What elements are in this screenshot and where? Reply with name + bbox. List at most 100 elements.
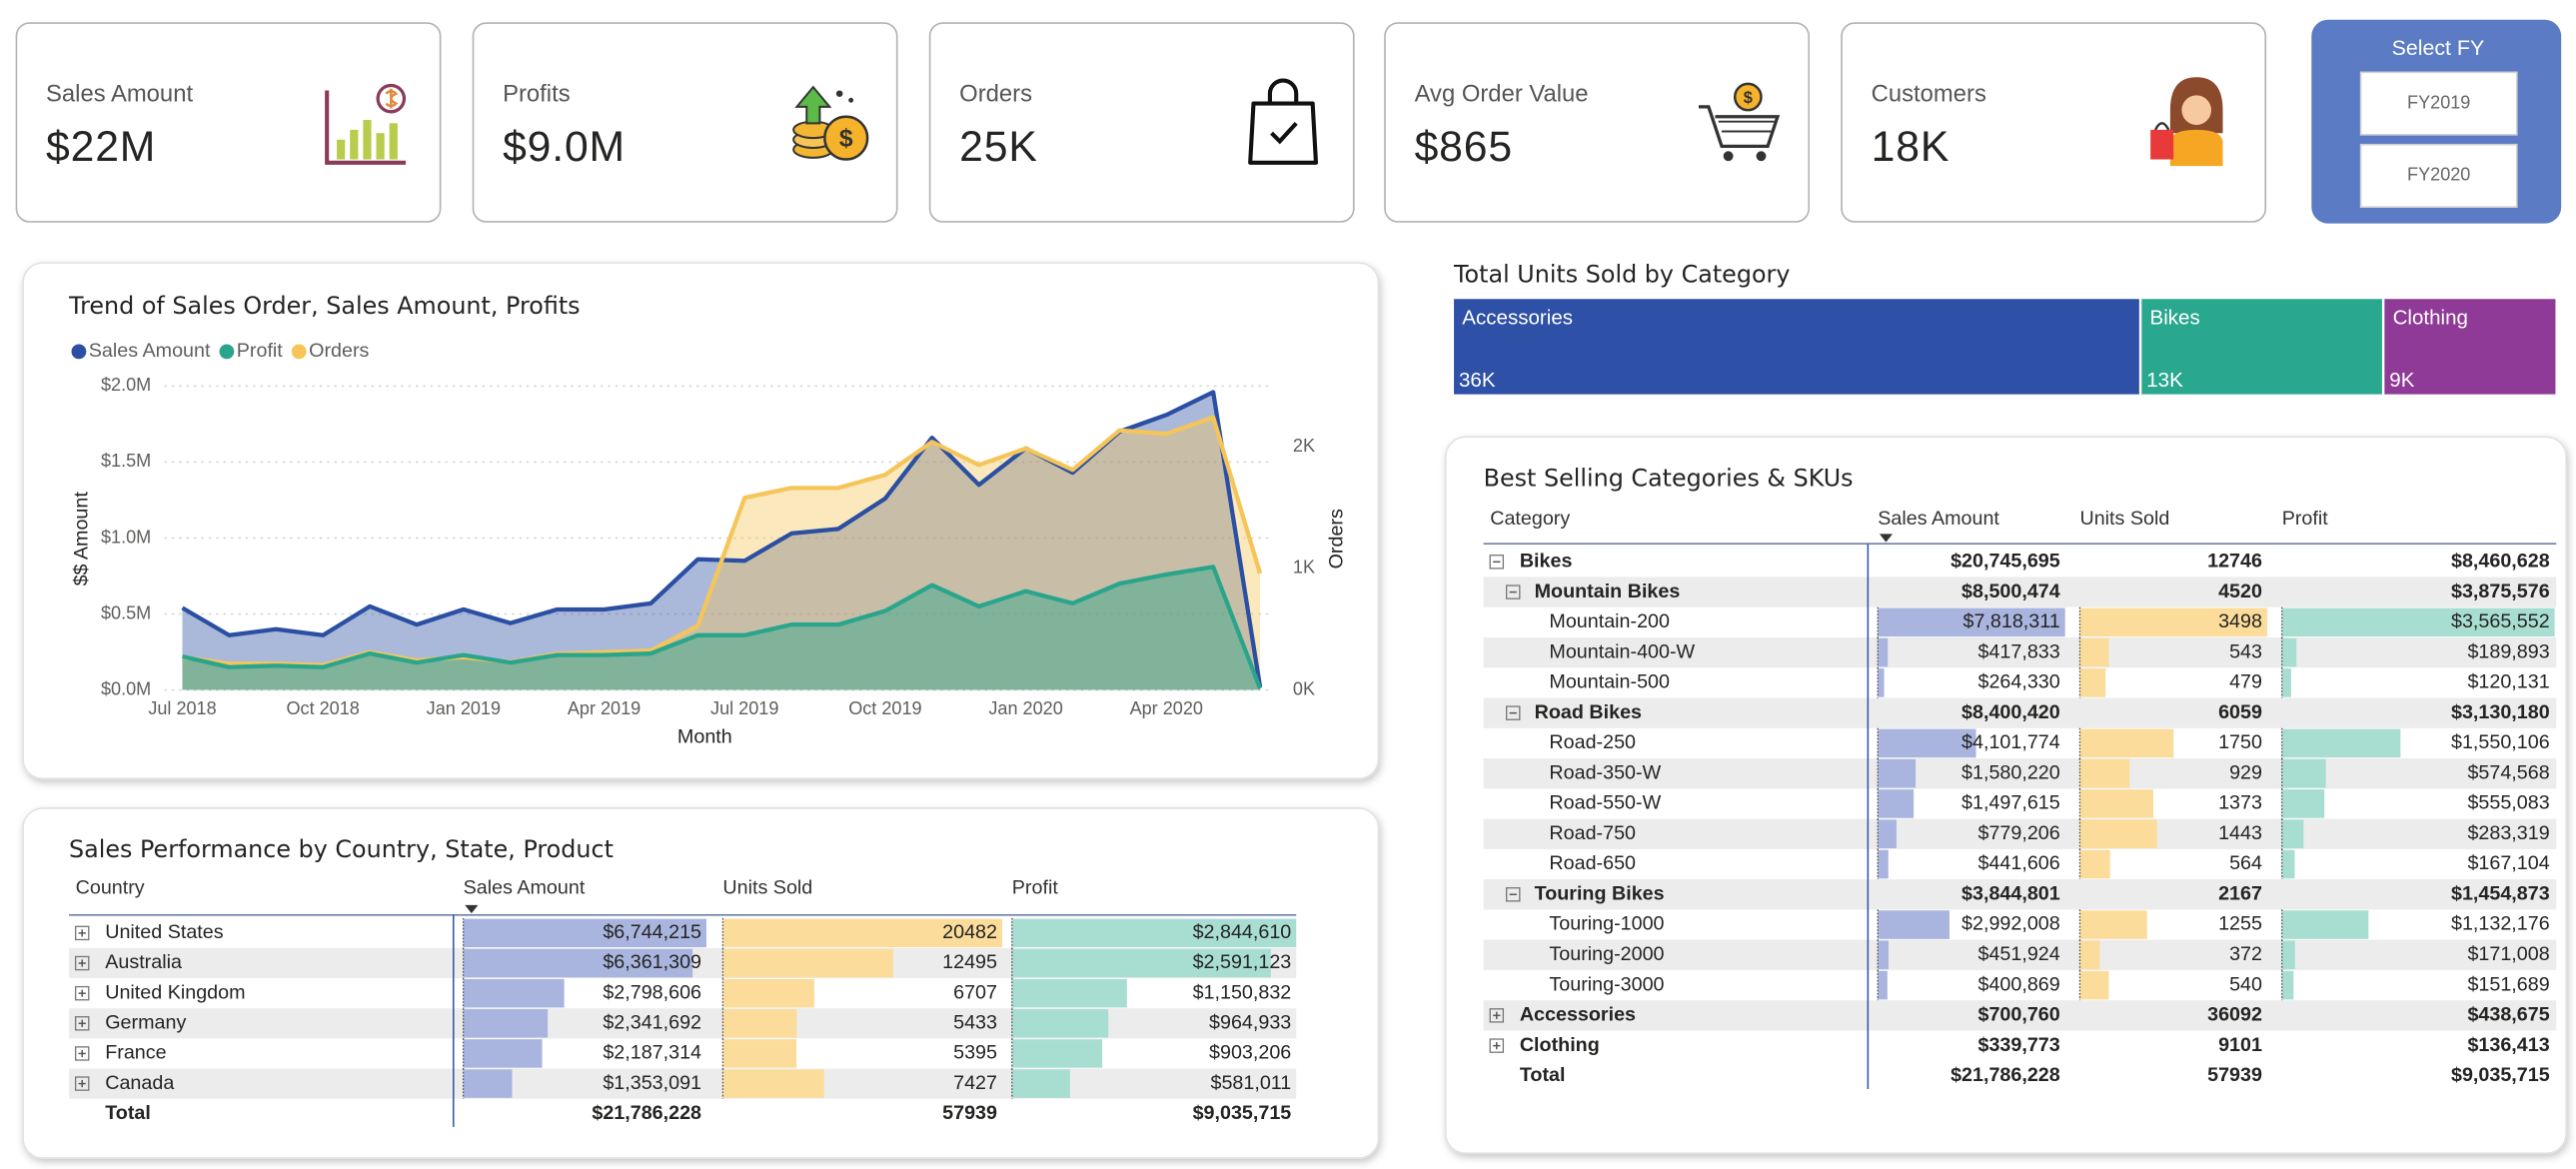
treemap-label: Accessories bbox=[1462, 306, 1573, 329]
column-header[interactable]: Profit bbox=[1012, 877, 1059, 899]
row-label: Touring Bikes bbox=[1535, 882, 1665, 904]
expander[interactable] bbox=[1506, 705, 1521, 720]
cell-value: 9101 bbox=[2218, 1034, 2262, 1056]
cell-value: $700,760 bbox=[1977, 1004, 2059, 1026]
row-label: Road Bikes bbox=[1535, 701, 1642, 723]
data-bar bbox=[2079, 789, 2154, 818]
cell-value: $964,933 bbox=[1209, 1011, 1291, 1033]
data-bar bbox=[1878, 728, 1976, 758]
cell-value: $2,844,610 bbox=[1193, 921, 1292, 943]
cell-value: $1,150,832 bbox=[1193, 981, 1292, 1003]
kpi-card bbox=[15, 22, 442, 223]
cell-value: $20,745,695 bbox=[1950, 551, 2060, 573]
cell-value: $438,675 bbox=[2467, 1004, 2549, 1026]
column-header[interactable]: Sales Amount bbox=[464, 877, 586, 899]
cell-value: $167,104 bbox=[2467, 852, 2549, 874]
total-label: Total bbox=[105, 1102, 151, 1124]
cell-value: 543 bbox=[2229, 640, 2262, 662]
data-bar bbox=[1878, 607, 2065, 637]
slicer-option[interactable] bbox=[2359, 71, 2518, 136]
total-value: $21,786,228 bbox=[592, 1102, 701, 1124]
y2-tick-label: 1K bbox=[1293, 558, 1315, 578]
slicer-title: Select FY bbox=[2392, 36, 2485, 60]
kpi-value: 25K bbox=[959, 123, 1038, 171]
expander[interactable] bbox=[1506, 584, 1521, 599]
cell-value: $903,206 bbox=[1209, 1042, 1291, 1064]
row-shade bbox=[69, 1068, 1297, 1099]
kpi-label: Orders bbox=[959, 81, 1032, 108]
expander[interactable] bbox=[74, 1046, 90, 1061]
data-bar bbox=[1878, 819, 1897, 849]
expander[interactable] bbox=[74, 955, 90, 971]
cell-value: 1373 bbox=[2218, 792, 2262, 814]
column-header[interactable]: Units Sold bbox=[2079, 508, 2169, 530]
sort-indicator bbox=[1879, 534, 1894, 543]
cell-value: $555,083 bbox=[2467, 792, 2549, 814]
cell-value: 929 bbox=[2229, 761, 2262, 783]
slicer-option[interactable] bbox=[2359, 143, 2518, 209]
cell-value: $4,101,774 bbox=[1961, 731, 2060, 753]
data-bar bbox=[722, 1009, 797, 1038]
x-tick-label: Jul 2019 bbox=[710, 698, 778, 718]
expander[interactable] bbox=[74, 1016, 90, 1031]
data-bar bbox=[1011, 1009, 1109, 1038]
cell-value: $400,869 bbox=[1977, 973, 2059, 995]
icon-cart: $ bbox=[1699, 82, 1781, 162]
y-tick-label: $0.0M bbox=[101, 678, 151, 698]
cell-value: 6059 bbox=[2218, 701, 2262, 723]
card bbox=[22, 262, 1380, 780]
x-tick-label: Jul 2018 bbox=[148, 698, 216, 718]
cell-value: 540 bbox=[2229, 973, 2262, 995]
data-bar bbox=[1878, 789, 1915, 818]
total-value: 57939 bbox=[942, 1102, 997, 1124]
y2-tick-label: 2K bbox=[1293, 436, 1315, 456]
cell-value: $3,844,801 bbox=[1961, 882, 2060, 904]
cell-value: $264,330 bbox=[1977, 671, 2059, 693]
expander[interactable] bbox=[1489, 1008, 1505, 1023]
column-header[interactable]: Category bbox=[1490, 508, 1570, 530]
column-header[interactable]: Sales Amount bbox=[1878, 508, 1999, 530]
row-label: Accessories bbox=[1520, 1004, 1636, 1026]
y-axis-title: $$ Amount bbox=[70, 492, 92, 586]
cell-value: 479 bbox=[2229, 671, 2262, 693]
expander[interactable] bbox=[74, 925, 90, 941]
data-bar bbox=[2281, 789, 2325, 818]
legend-swatch bbox=[71, 344, 87, 360]
kpi-value: $9.0M bbox=[503, 123, 626, 171]
expander[interactable] bbox=[1489, 555, 1505, 570]
svg-text:$: $ bbox=[1744, 89, 1753, 107]
expander[interactable] bbox=[74, 985, 90, 1001]
cell-value: $1,132,176 bbox=[2451, 913, 2550, 935]
chart-title: Total Units Sold by Category bbox=[1453, 261, 1790, 289]
data-bar bbox=[722, 948, 893, 978]
slicer-option-label[interactable]: FY2020 bbox=[2407, 165, 2470, 185]
expander[interactable] bbox=[1489, 1038, 1505, 1053]
column-header[interactable]: Units Sold bbox=[722, 877, 812, 899]
data-bar bbox=[722, 978, 814, 1008]
column-header[interactable]: Country bbox=[76, 877, 145, 899]
kpi-value: $22M bbox=[46, 123, 156, 171]
table-title: Best Selling Categories & SKUs bbox=[1484, 465, 1854, 493]
expander[interactable] bbox=[1506, 887, 1521, 902]
row-label: Canada bbox=[105, 1072, 174, 1094]
data-bar bbox=[722, 918, 1002, 948]
slicer-option-label[interactable]: FY2019 bbox=[2407, 92, 2470, 112]
expander[interactable] bbox=[74, 1076, 90, 1091]
cell-value: 564 bbox=[2229, 852, 2262, 874]
x-tick-label: Jan 2019 bbox=[427, 698, 501, 718]
icon-sales bbox=[325, 83, 407, 165]
y2-axis-title: Orders bbox=[1326, 509, 1348, 569]
cell-value: 372 bbox=[2229, 943, 2262, 965]
cell-value: $1,497,615 bbox=[1961, 792, 2060, 814]
kpi-label: Profits bbox=[503, 81, 571, 108]
treemap-tile bbox=[2384, 299, 2556, 395]
kpi-card bbox=[928, 22, 1355, 223]
column-header[interactable]: Profit bbox=[2282, 508, 2329, 530]
data-bar bbox=[2281, 849, 2295, 879]
cell-value: $1,353,091 bbox=[603, 1072, 701, 1094]
kpi-label: Customers bbox=[1872, 81, 1986, 108]
data-bar bbox=[1011, 1039, 1103, 1068]
total-value: $9,035,715 bbox=[1193, 1102, 1292, 1124]
cell-value: $7,818,311 bbox=[1963, 610, 2060, 632]
data-bar bbox=[463, 978, 565, 1008]
